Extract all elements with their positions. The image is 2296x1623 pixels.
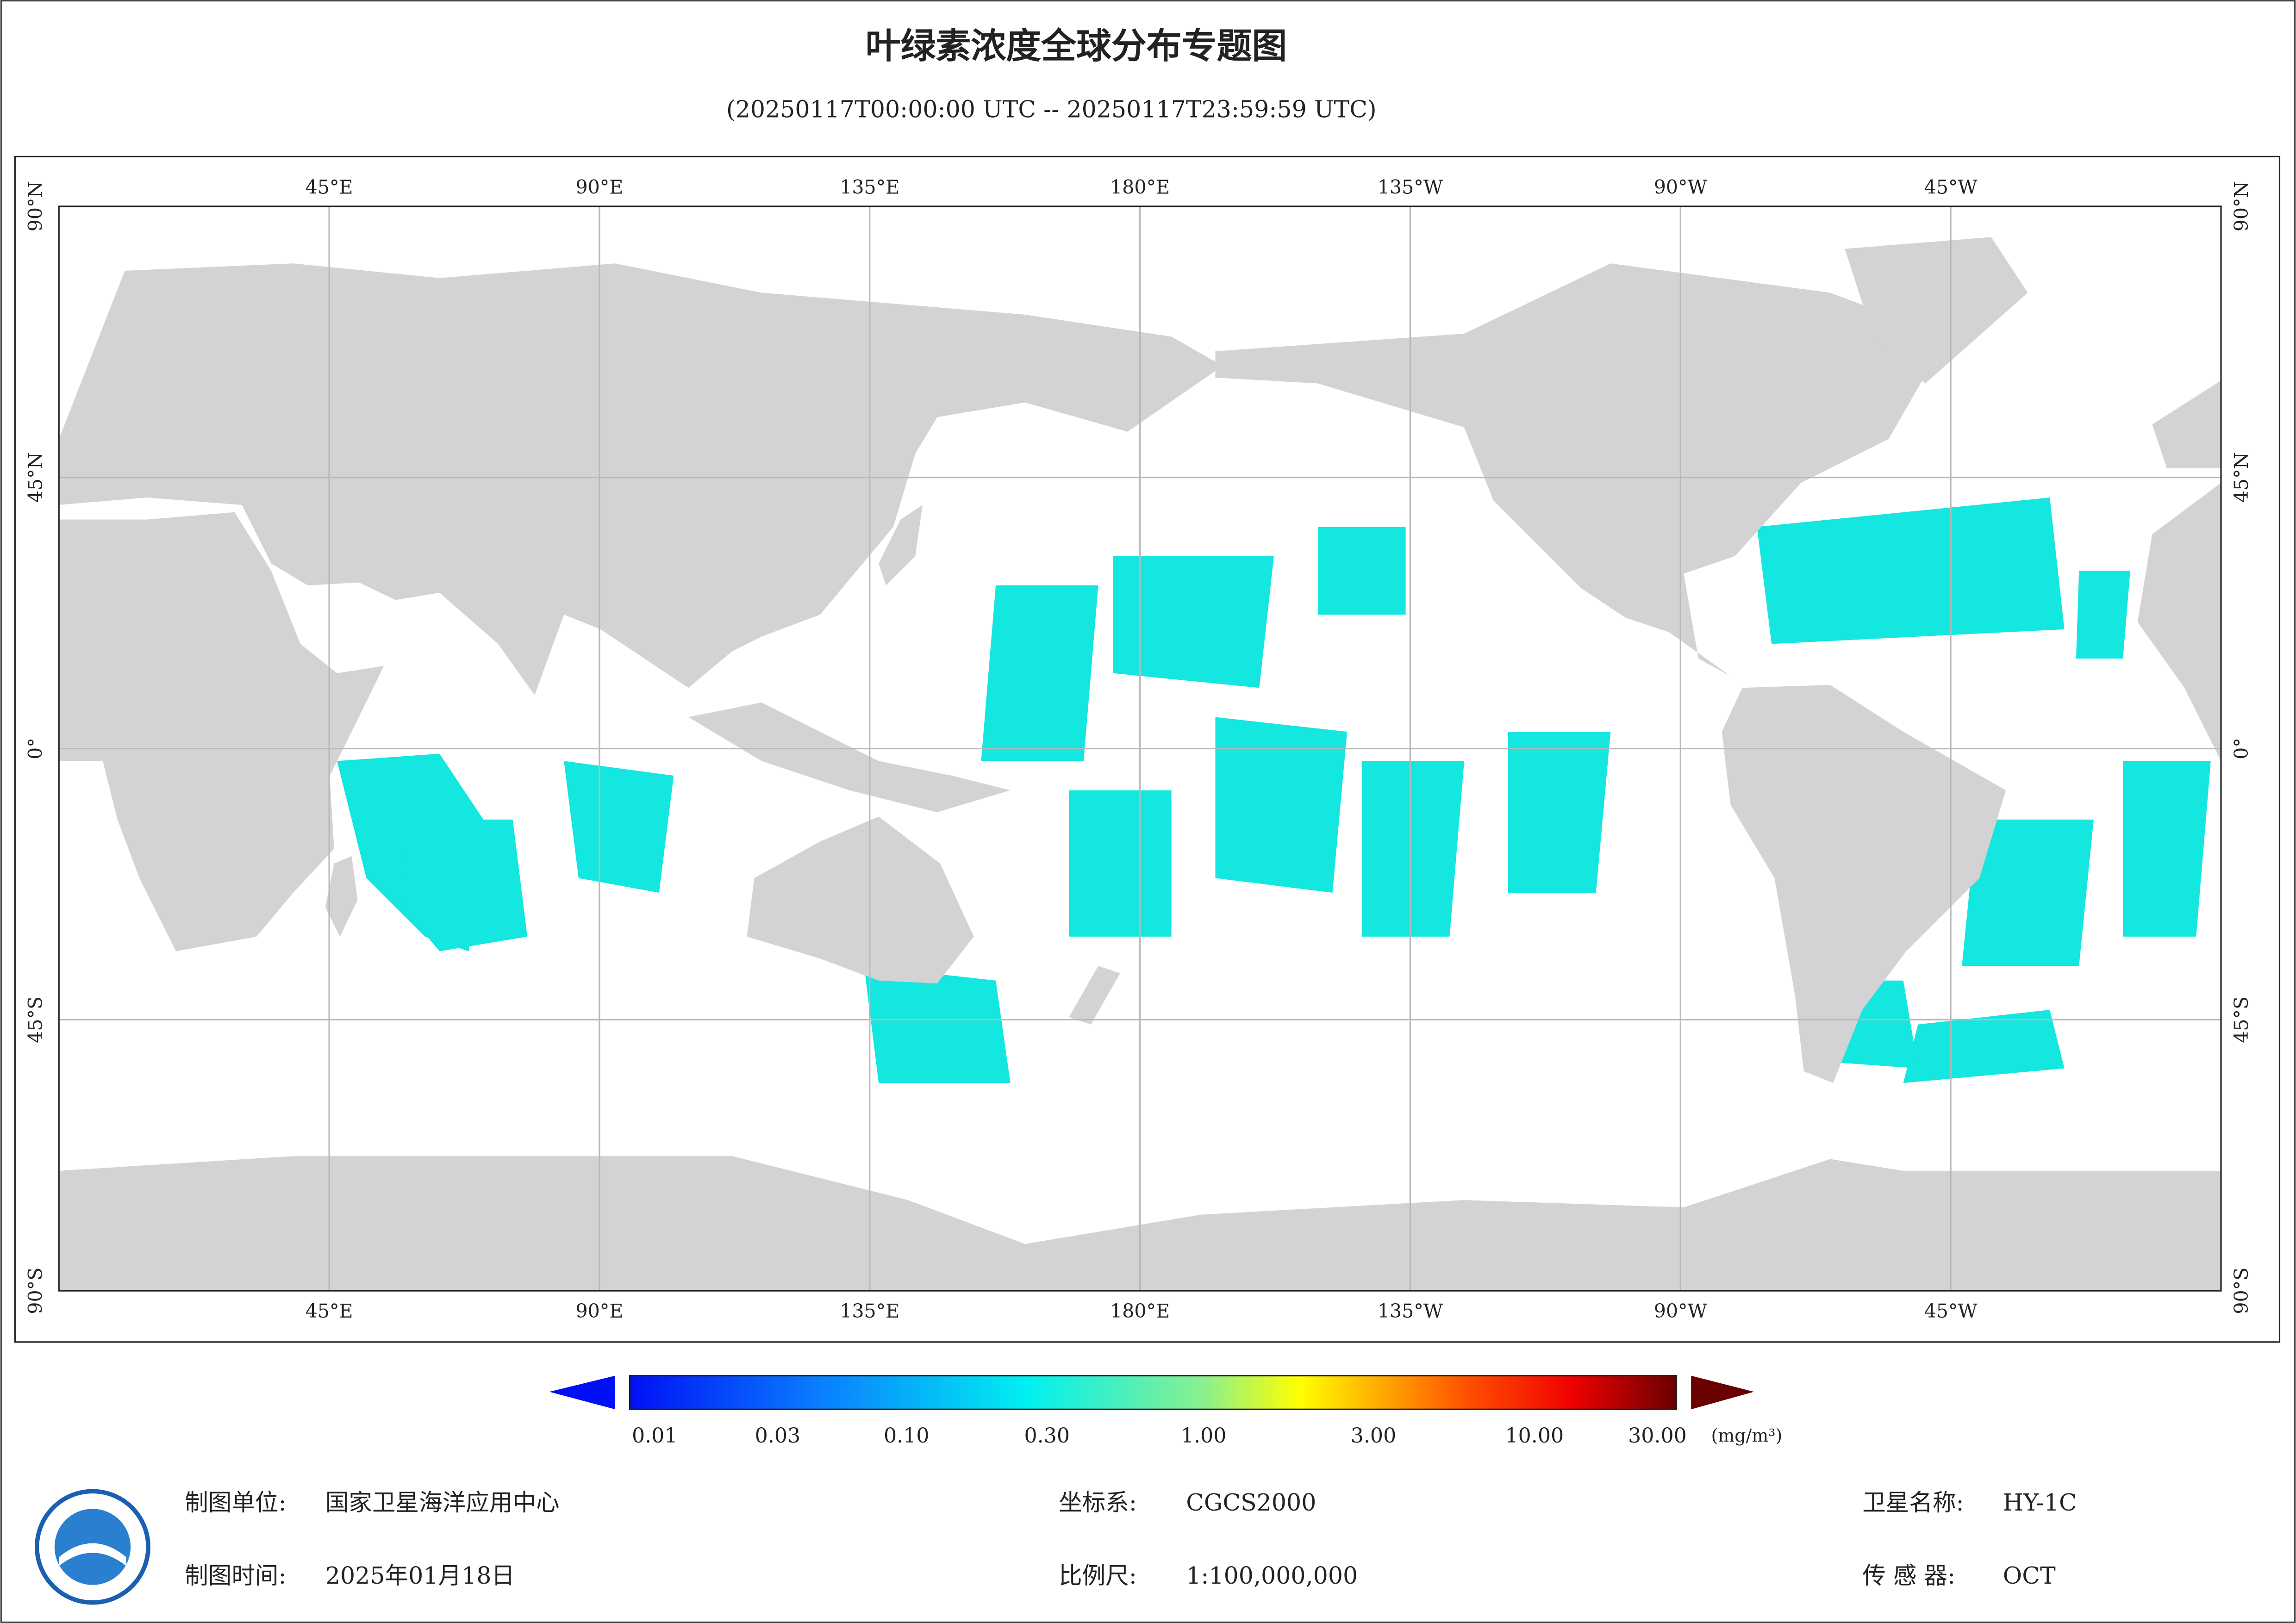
swath [2123, 761, 2211, 937]
footer-label: 制图时间: [185, 1562, 286, 1589]
lon-label: 90°E [575, 176, 623, 198]
new-zealand [1069, 966, 1120, 1025]
lat-label: 90°S [24, 1268, 46, 1314]
logo [35, 1489, 150, 1605]
swath [2076, 571, 2130, 659]
footer-label: 制图单位: [185, 1489, 286, 1516]
swath [1113, 556, 1274, 688]
greenland [1845, 237, 2028, 384]
footer-label: 卫星名称: [1862, 1489, 1964, 1516]
swath [1508, 732, 1611, 893]
lat-label: 90°N [24, 181, 46, 231]
lon-label: 180°E [1110, 176, 1170, 198]
madagascar [325, 856, 358, 937]
footer-value: HY-1C [2003, 1489, 2077, 1516]
lat-label: 45°N [24, 452, 46, 503]
north-america [1215, 263, 1947, 676]
lat-label: 45°N [2230, 452, 2252, 503]
lon-label: 45°E [306, 1300, 353, 1322]
lat-label: 90°S [2230, 1268, 2252, 1314]
africa [59, 512, 384, 951]
map [59, 206, 2221, 1291]
colorbar-tick-label: 10.00 [1505, 1424, 1564, 1448]
eurasia [59, 263, 1223, 696]
swath [1215, 717, 1348, 893]
lon-label: 135°W [1378, 176, 1443, 198]
swath [864, 966, 1011, 1083]
subtitle: (20250117T00:00:00 UTC -- 20250117T23:59… [726, 95, 1377, 123]
footer-value: 1:100,000,000 [1186, 1562, 1358, 1589]
colorbar-ticks: 0.01 0.03 0.10 0.30 1.00 3.00 10.00 30.00 [632, 1424, 1687, 1448]
lon-label: 180°E [1110, 1300, 1170, 1322]
footer-value: 2025年01月18日 [325, 1562, 515, 1589]
map-frame [14, 155, 2281, 1343]
footer-value: OCT [2003, 1562, 2056, 1589]
lon-label: 45°E [306, 176, 353, 198]
indonesia [688, 702, 1011, 813]
lat-label: 90°N [2230, 181, 2252, 231]
colorbar-tick-label: 0.10 [884, 1424, 930, 1448]
lon-label: 45°W [1924, 176, 1978, 198]
swath [1317, 527, 1406, 615]
swath [1962, 819, 2094, 966]
swath [564, 761, 674, 893]
footer-value: CGCS2000 [1186, 1489, 1316, 1516]
colorbar-tick-label: 0.03 [755, 1424, 801, 1448]
chlorophyll-swaths [337, 497, 2211, 1083]
colorbar-ramp [629, 1374, 1678, 1410]
footer-label: 比例尺: [1059, 1562, 1137, 1589]
colorbar-tick-label: 0.30 [1024, 1424, 1070, 1448]
lon-label: 135°E [840, 176, 899, 198]
colorbar-tick-label: 0.01 [632, 1424, 678, 1448]
footer-label: 坐标系: [1059, 1489, 1137, 1516]
logo-wave [59, 1543, 126, 1566]
colorbar-high-arrow [1691, 1375, 1754, 1410]
colorbar-low-arrow [549, 1375, 615, 1410]
lon-label: 135°E [840, 1300, 899, 1322]
lon-label: 135°W [1378, 1300, 1443, 1322]
lat-label: 0° [2230, 738, 2252, 759]
footer: 制图单位: 国家卫星海洋应用中心 制图时间: 2025年01月18日 坐标系: … [185, 1489, 2077, 1589]
graticule-labels: 45°E 45°E 90°E 90°E 135°E 135°E 180°E 180°E 135°… [24, 176, 2252, 1322]
lon-label: 45°W [1924, 1300, 1978, 1322]
map-border [58, 205, 2222, 1292]
lon-label: 90°E [575, 1300, 623, 1322]
graticule [59, 206, 2221, 1291]
lat-label: 0° [24, 738, 46, 759]
lat-label: 45°S [24, 996, 46, 1043]
swath [1069, 790, 1172, 937]
lat-label: 45°S [2230, 996, 2252, 1043]
footer-value: 国家卫星海洋应用中心 [325, 1489, 560, 1516]
colorbar: 0.01 0.03 0.10 0.30 1.00 3.00 10.00 30.00 (mg/m… [549, 1374, 1782, 1448]
colorbar-unit: (mg/m³) [1711, 1425, 1782, 1446]
colorbar-tick-label: 30.00 [1628, 1424, 1687, 1448]
swath [1757, 497, 2065, 644]
colorbar-tick-label: 1.00 [1181, 1424, 1227, 1448]
japan [879, 504, 923, 585]
lon-label: 90°W [1654, 176, 1708, 198]
west-africa [2137, 483, 2221, 761]
title: 叶绿素浓度全球分布专题图 [866, 25, 1287, 66]
footer-label: 传 感 器: [1862, 1562, 1955, 1589]
swath [1361, 761, 1465, 937]
australia [747, 816, 974, 984]
swath [403, 819, 528, 951]
colorbar-tick-label: 3.00 [1351, 1424, 1397, 1448]
swath [981, 585, 1098, 761]
europe-west [2152, 380, 2221, 468]
swath [1903, 1009, 2065, 1083]
lon-label: 90°W [1654, 1300, 1708, 1322]
south-america [1722, 684, 2006, 1083]
